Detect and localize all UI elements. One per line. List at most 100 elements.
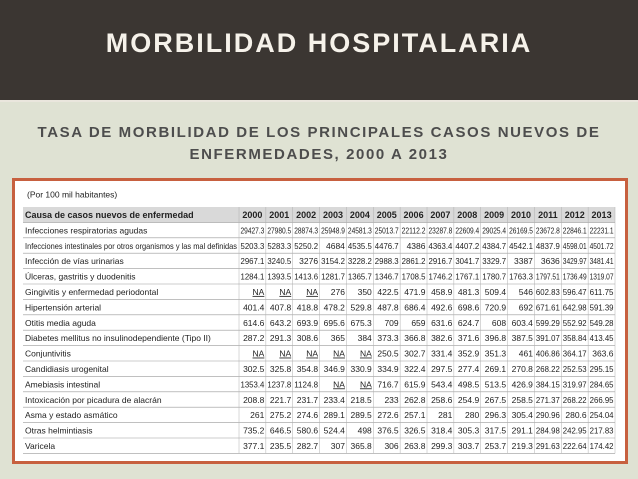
cell: 22231.1 xyxy=(590,225,614,235)
cell: 242.95 xyxy=(563,426,587,436)
cell: 254.04 xyxy=(590,410,614,420)
cell: 303.7 xyxy=(458,441,480,451)
row-label: Asma y estado asmático xyxy=(25,410,118,420)
cell: 1365.7 xyxy=(348,272,372,282)
cell: 1763.3 xyxy=(509,272,533,282)
column-header: 2004 xyxy=(350,210,370,220)
cell: 498 xyxy=(358,426,372,436)
cell: 642.98 xyxy=(563,302,587,312)
cell: 624.7 xyxy=(458,318,480,328)
cell: 1413.6 xyxy=(294,272,318,282)
cell: 1281.7 xyxy=(321,272,345,282)
column-header: 2008 xyxy=(457,210,477,220)
cell: 1237.8 xyxy=(267,379,291,389)
cell: 295.15 xyxy=(590,364,614,374)
cell: 599.29 xyxy=(536,318,560,328)
cell: 25948.9 xyxy=(321,225,345,235)
cell: 275.2 xyxy=(270,410,292,420)
cell: 3240.5 xyxy=(267,256,291,266)
cell: NA xyxy=(306,287,318,297)
cell: 270.8 xyxy=(512,364,534,374)
cell: 305.3 xyxy=(458,426,480,436)
cell: 513.5 xyxy=(485,379,507,389)
cell: 284.65 xyxy=(590,379,614,389)
cell: 4363.4 xyxy=(429,241,453,251)
cell: 302.5 xyxy=(243,364,265,374)
cell: 326.5 xyxy=(404,426,426,436)
cell: 3154.2 xyxy=(321,256,345,266)
cell: 3387 xyxy=(514,256,533,266)
cell: 271.37 xyxy=(536,395,560,405)
cell: 22609.4 xyxy=(455,225,479,235)
cell: 325.8 xyxy=(270,364,292,374)
cell: 319.97 xyxy=(563,379,587,389)
cell: 716.7 xyxy=(377,379,399,389)
cell: 509.4 xyxy=(485,287,507,297)
row-label: Amebiasis intestinal xyxy=(25,379,100,389)
cell: 262.8 xyxy=(404,395,426,405)
cell: 291.1 xyxy=(512,426,534,436)
cell: 4684 xyxy=(326,241,345,251)
cell: 291.63 xyxy=(536,441,560,451)
cell: 487.8 xyxy=(377,302,399,312)
cell: 250.5 xyxy=(377,349,399,359)
column-header: 2007 xyxy=(430,210,450,220)
cell: 317.5 xyxy=(485,426,507,436)
cell: 26169.5 xyxy=(509,225,533,235)
cell: 2967.1 xyxy=(241,256,265,266)
cell: 720.9 xyxy=(485,302,507,312)
cell: NA xyxy=(306,349,318,359)
cell: 1708.5 xyxy=(402,272,426,282)
cell: 471.9 xyxy=(404,287,426,297)
cell: 27980.5 xyxy=(267,225,291,235)
cell: 1797.51 xyxy=(536,272,560,282)
cell: 382.6 xyxy=(431,333,453,343)
cell: 331.4 xyxy=(431,349,453,359)
cell: 4542.1 xyxy=(509,241,533,251)
column-header: 2013 xyxy=(592,210,612,220)
cell: 659 xyxy=(411,318,425,328)
cell: 257.1 xyxy=(404,410,426,420)
cell: 602.83 xyxy=(536,287,560,297)
cell: 23672.8 xyxy=(536,225,560,235)
cell: 709 xyxy=(384,318,398,328)
cell: 603.4 xyxy=(512,318,534,328)
cell: 3329.7 xyxy=(482,256,506,266)
cell: 350 xyxy=(358,287,372,297)
cell: 4407.2 xyxy=(455,241,479,251)
cell: 3429.97 xyxy=(563,256,587,266)
cell: 267.5 xyxy=(485,395,507,405)
cell: 322.4 xyxy=(404,364,426,374)
cell: 631.6 xyxy=(431,318,453,328)
cell: 354.8 xyxy=(297,364,319,374)
title-bar xyxy=(0,0,638,102)
cell: 24581.3 xyxy=(348,225,372,235)
cell: 22112.2 xyxy=(402,225,426,235)
cell: 4535.5 xyxy=(348,241,372,251)
cell: 307 xyxy=(331,441,345,451)
cell: 3636 xyxy=(541,256,560,266)
cell: 401.4 xyxy=(243,302,265,312)
row-label: Infección de vías urinarias xyxy=(25,256,124,266)
cell: 373.3 xyxy=(377,333,399,343)
cell: NA xyxy=(253,349,265,359)
cell: 29427.3 xyxy=(241,225,265,235)
cell: 346.9 xyxy=(324,364,346,374)
cell: 22846.1 xyxy=(563,225,587,235)
cell: 289.1 xyxy=(324,410,346,420)
cell: 221.7 xyxy=(270,395,292,405)
cell: 1736.49 xyxy=(563,272,587,282)
table: (Por 100 mil habitantes) Causa de casos n… xyxy=(23,189,616,454)
cell: 302.7 xyxy=(404,349,426,359)
cell: 222.64 xyxy=(563,441,587,451)
cell: 371.6 xyxy=(458,333,480,343)
row-label: Otras helmintiasis xyxy=(25,426,93,436)
cell: 422.5 xyxy=(377,287,399,297)
cell: 377.1 xyxy=(243,441,265,451)
cell: 614.6 xyxy=(243,318,265,328)
cell: 529.8 xyxy=(351,302,373,312)
cell: 591.39 xyxy=(590,302,614,312)
cell: 524.4 xyxy=(324,426,346,436)
cell: 233.4 xyxy=(324,395,346,405)
